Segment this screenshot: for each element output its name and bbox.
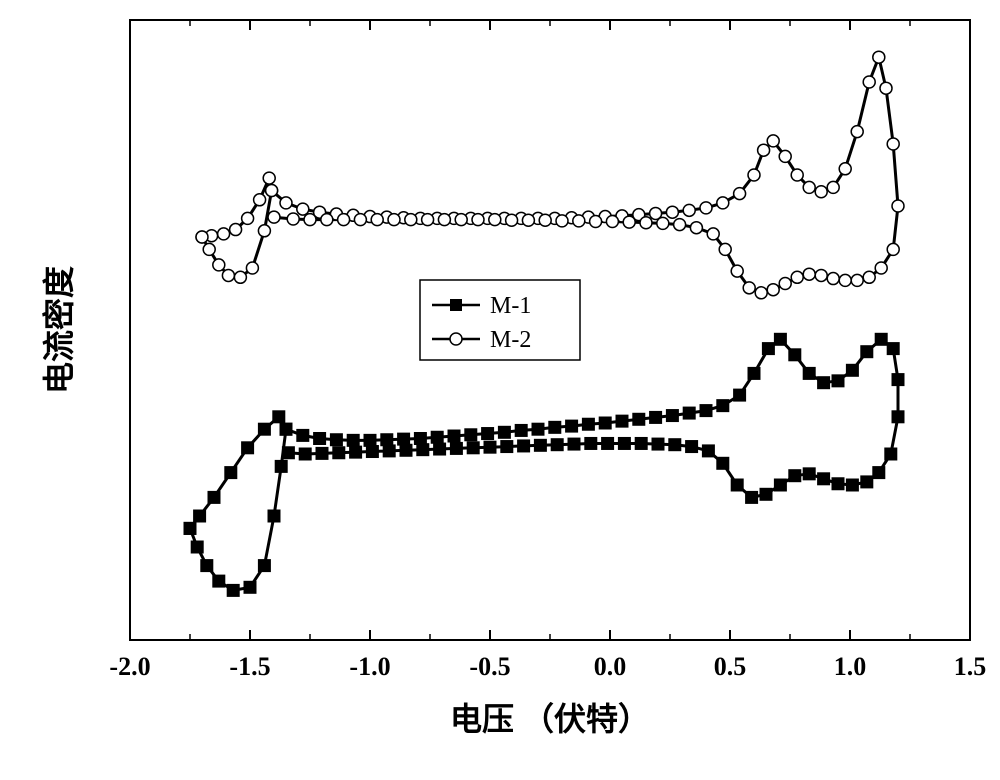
svg-text:0.0: 0.0: [594, 652, 627, 681]
svg-text:1.0: 1.0: [834, 652, 867, 681]
cv-chart: -2.0 -1.5 -1.0 -0.5 0.0 0.5 1.0 1.5 电压 （伏特） 电流密度 M…: [0, 0, 1000, 780]
y-axis-label: 电流密度: [41, 266, 77, 394]
svg-text:-0.5: -0.5: [469, 652, 510, 681]
svg-text:1.5: 1.5: [954, 652, 987, 681]
svg-text:-2.0: -2.0: [109, 652, 150, 681]
svg-text:-1.5: -1.5: [229, 652, 270, 681]
x-axis-label: 电压 （伏特）: [450, 701, 650, 737]
svg-text:0.5: 0.5: [714, 652, 747, 681]
svg-text:M-1: M-1: [490, 293, 531, 319]
svg-text:M-2: M-2: [490, 327, 531, 353]
chart-svg: -2.0 -1.5 -1.0 -0.5 0.0 0.5 1.0 1.5 电压 （伏特） 电流密度 M…: [0, 0, 1000, 780]
svg-text:-1.0: -1.0: [349, 652, 390, 681]
